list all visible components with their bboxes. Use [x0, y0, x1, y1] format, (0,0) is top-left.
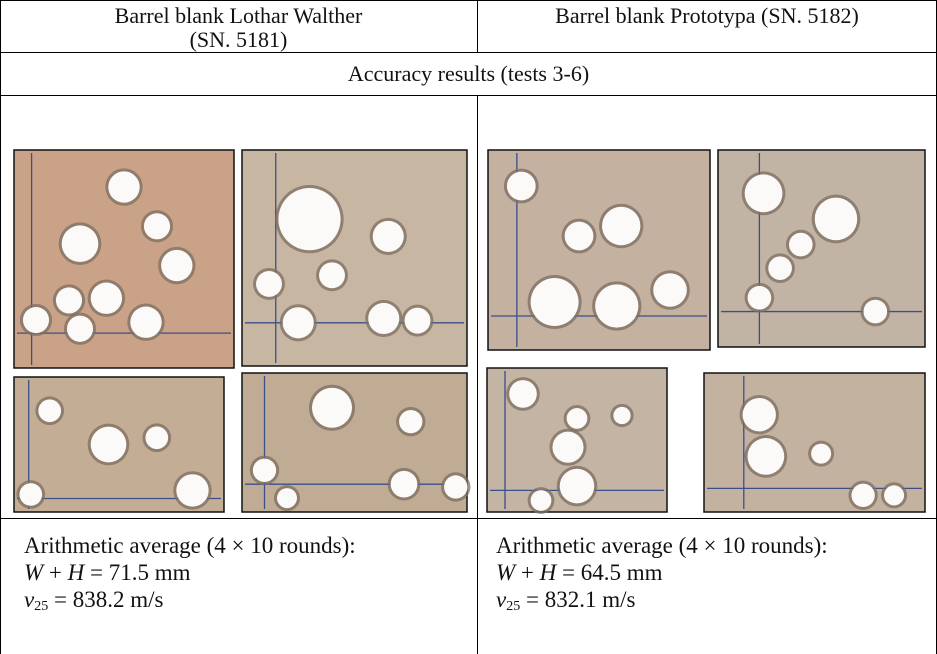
- plus: +: [48, 560, 62, 585]
- bullet-hole: [55, 287, 83, 314]
- subscript: 25: [506, 599, 521, 614]
- velocity: v25 = 832.1 m/s: [496, 586, 828, 620]
- value: = 64.5 mm: [562, 560, 663, 585]
- result-cell: Arithmetic average (4 × 10 rounds): W + …: [24, 532, 356, 620]
- bullet-hole: [38, 399, 62, 423]
- bullet-hole: [372, 220, 404, 252]
- header-line: Barrel blank Prototypa (SN. 5182): [555, 3, 859, 28]
- bullet-hole: [444, 475, 468, 499]
- target-card: [241, 372, 468, 513]
- bullet-hole: [90, 426, 127, 463]
- h: H: [67, 560, 85, 585]
- header-cell: Barrel blank Prototypa (SN. 5182): [478, 4, 936, 28]
- velocity: v25 = 838.2 m/s: [24, 586, 356, 620]
- border: [0, 0, 1, 654]
- bullet-hole: [404, 307, 431, 334]
- plus: +: [520, 560, 534, 585]
- border: [477, 0, 478, 52]
- bullet-hole: [788, 232, 813, 257]
- caption: Arithmetic average (4 × 10 rounds):: [496, 533, 828, 558]
- section-title: Accuracy results (tests 3-6): [347, 61, 590, 86]
- bullet-hole: [90, 282, 123, 314]
- v: v: [496, 587, 507, 612]
- bullet-hole: [278, 188, 341, 251]
- bullet-hole: [602, 206, 641, 246]
- w-h: W + H = 64.5 mm: [496, 559, 828, 586]
- bullet-hole: [368, 302, 400, 335]
- w: W: [496, 560, 516, 585]
- bullet-hole: [863, 299, 888, 324]
- border: [0, 52, 937, 53]
- bullet-hole: [851, 483, 875, 507]
- bullet-hole: [256, 270, 282, 297]
- border: [0, 518, 937, 519]
- bullet-hole: [613, 406, 631, 425]
- bullet-hole: [145, 426, 169, 450]
- bullet-hole: [509, 380, 537, 408]
- bullet-hole: [61, 225, 99, 263]
- bullet-hole: [814, 197, 858, 241]
- result-cell: Arithmetic average (4 × 10 rounds): W + …: [496, 532, 828, 620]
- bullet-hole: [176, 474, 209, 507]
- header-line: (SN. 5181): [189, 27, 288, 52]
- w-h: W + H = 71.5 mm: [24, 559, 356, 586]
- bullet-hole: [530, 278, 579, 326]
- v: v: [24, 587, 35, 612]
- bullet-hole: [566, 408, 588, 429]
- bullet-hole: [319, 262, 345, 289]
- border: [477, 95, 478, 654]
- header-line: Barrel blank Lothar Walther: [114, 3, 363, 28]
- bullet-hole: [108, 171, 140, 203]
- bullet-hole: [811, 443, 832, 464]
- bullet-hole: [744, 174, 783, 213]
- bullet-hole: [276, 488, 298, 509]
- bullet-hole: [653, 273, 687, 307]
- border: [0, 95, 937, 96]
- bullet-hole: [747, 285, 772, 310]
- caption: Arithmetic average (4 × 10 rounds):: [24, 533, 356, 558]
- bullet-hole: [564, 221, 594, 251]
- bullet-hole: [506, 171, 536, 201]
- h: H: [539, 560, 557, 585]
- bullet-hole: [747, 438, 785, 475]
- bullet-hole: [22, 306, 50, 334]
- bullet-hole: [252, 458, 277, 482]
- bullet-hole: [311, 387, 353, 428]
- value: = 838.2 m/s: [53, 587, 164, 612]
- bullet-hole: [768, 256, 792, 281]
- bullet-hole: [66, 315, 94, 342]
- bullet-hole: [595, 284, 639, 328]
- bullet-hole: [552, 431, 584, 463]
- bullet-hole: [19, 483, 43, 506]
- bullet-hole: [143, 213, 171, 240]
- border: [0, 0, 937, 1]
- bullet-hole: [390, 470, 418, 498]
- value: = 832.1 m/s: [525, 587, 636, 612]
- w: W: [24, 560, 44, 585]
- bullet-hole: [130, 306, 162, 338]
- bullet-hole: [530, 490, 552, 511]
- bullet-hole: [742, 398, 776, 432]
- bullet-hole: [282, 307, 314, 339]
- subscript: 25: [34, 599, 49, 614]
- bullet-hole: [161, 249, 193, 282]
- bullet-hole: [884, 485, 905, 506]
- header-cell: Barrel blank Lothar Walther (SN. 5181): [0, 4, 477, 52]
- value: = 71.5 mm: [90, 560, 191, 585]
- bullet-hole: [399, 409, 423, 434]
- bullet-hole: [559, 468, 595, 504]
